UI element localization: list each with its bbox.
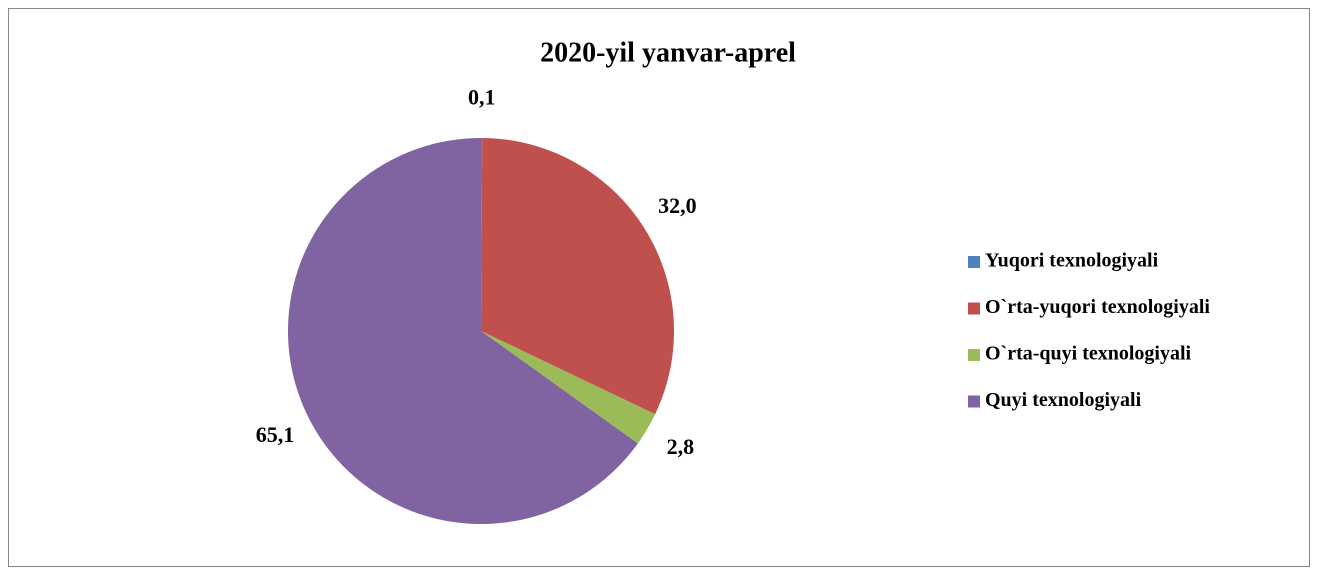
legend-swatch [968,256,980,268]
legend-swatch [968,302,980,315]
legend-label: O`rta-yuqori texnologiyali [985,296,1210,318]
data-label: 2,8 [667,434,695,459]
pie-slice [481,138,674,415]
chart-title: 2020-yil yanvar-aprel [540,37,796,68]
legend-swatch [968,395,980,408]
legend-label: Quyi texnologiyali [985,389,1142,411]
legend-swatch [968,349,980,361]
pie-slice [288,138,638,524]
pie-slice [481,331,656,444]
pie-slice [481,138,483,331]
legend-label: Yuqori texnologiyali [985,250,1159,272]
data-label: 0,1 [468,84,496,109]
data-label: 65,1 [256,422,295,447]
legend-label: O`rta-quyi texnologiyali [985,343,1192,365]
data-label: 32,0 [658,193,697,218]
